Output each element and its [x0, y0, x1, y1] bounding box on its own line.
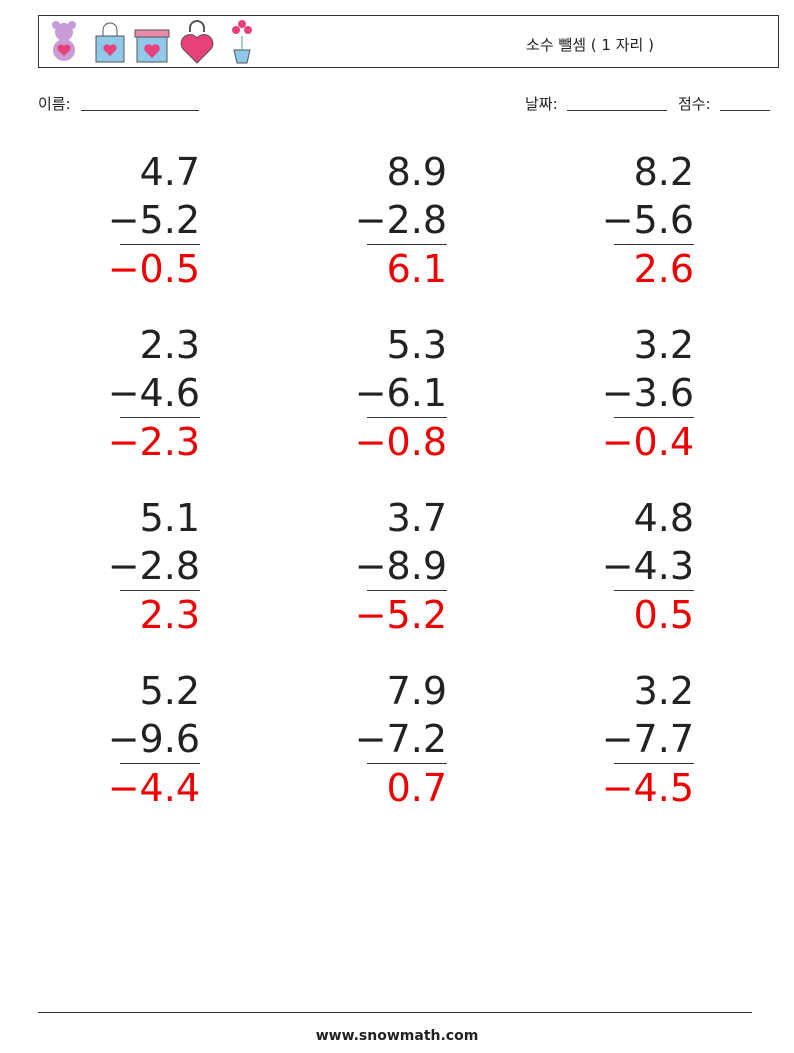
top-number: 5.2 [139, 669, 200, 713]
plant-icon [232, 20, 252, 64]
bottom-number: −5.2 [107, 198, 200, 242]
name-line [81, 110, 199, 111]
answer-line [120, 417, 200, 418]
top-number: 5.3 [386, 323, 447, 367]
top-number: 3.7 [386, 496, 447, 540]
name-label: 이름: [38, 95, 71, 113]
answer-line [614, 244, 694, 245]
bottom-number: −2.8 [354, 198, 447, 242]
top-number: 7.9 [386, 669, 447, 713]
answer-line [120, 244, 200, 245]
icons [52, 20, 252, 64]
top-number: 2.3 [139, 323, 200, 367]
answer: −4.5 [601, 766, 694, 810]
date-line [567, 110, 667, 111]
top-number: 4.7 [139, 150, 200, 194]
answer: 2.3 [139, 593, 200, 637]
bottom-number: −4.3 [601, 544, 694, 588]
top-number: 8.2 [633, 150, 694, 194]
bottom-number: −2.8 [107, 544, 200, 588]
answer-line [120, 590, 200, 591]
top-number: 4.8 [633, 496, 694, 540]
answer-line [367, 590, 447, 591]
footer-line [38, 1012, 752, 1013]
bottom-number: −4.6 [107, 371, 200, 415]
answer-line [120, 763, 200, 764]
header-box [38, 15, 779, 68]
bottom-number: −9.6 [107, 717, 200, 761]
answer: −0.5 [107, 247, 200, 291]
top-number: 3.2 [633, 323, 694, 367]
footer: www.snowmath.com [315, 1028, 479, 1044]
answer: −0.4 [601, 420, 694, 464]
date-label: 날짜: [525, 95, 558, 113]
answer-line [367, 417, 447, 418]
answer-line [367, 763, 447, 764]
answer: −4.4 [107, 766, 200, 810]
score-label: 점수: [678, 95, 711, 113]
answer: 6.1 [386, 247, 447, 291]
answer-line [367, 244, 447, 245]
bear-icon [52, 21, 76, 61]
score-line [720, 110, 770, 111]
bottom-number: −8.9 [354, 544, 447, 588]
answer: −2.3 [107, 420, 200, 464]
lock-icon [180, 20, 214, 64]
bottom-number: −7.7 [601, 717, 694, 761]
answer: 0.7 [386, 766, 447, 810]
top-number: 8.9 [386, 150, 447, 194]
answer-line [614, 763, 694, 764]
bottom-number: −5.6 [601, 198, 694, 242]
answer: −5.2 [354, 593, 447, 637]
top-number: 3.2 [633, 669, 694, 713]
bag-icon [95, 22, 125, 63]
answer: −0.8 [354, 420, 447, 464]
answer: 0.5 [633, 593, 694, 637]
bottom-number: −3.6 [601, 371, 694, 415]
answer: 2.6 [633, 247, 694, 291]
title: 소수 뺄셈 ( 1 자리 ) [526, 36, 654, 54]
answer-line [614, 417, 694, 418]
bottom-number: −6.1 [354, 371, 447, 415]
bottom-number: −7.2 [354, 717, 447, 761]
top-number: 5.1 [139, 496, 200, 540]
gift-icon [134, 29, 170, 63]
answer-line [614, 590, 694, 591]
